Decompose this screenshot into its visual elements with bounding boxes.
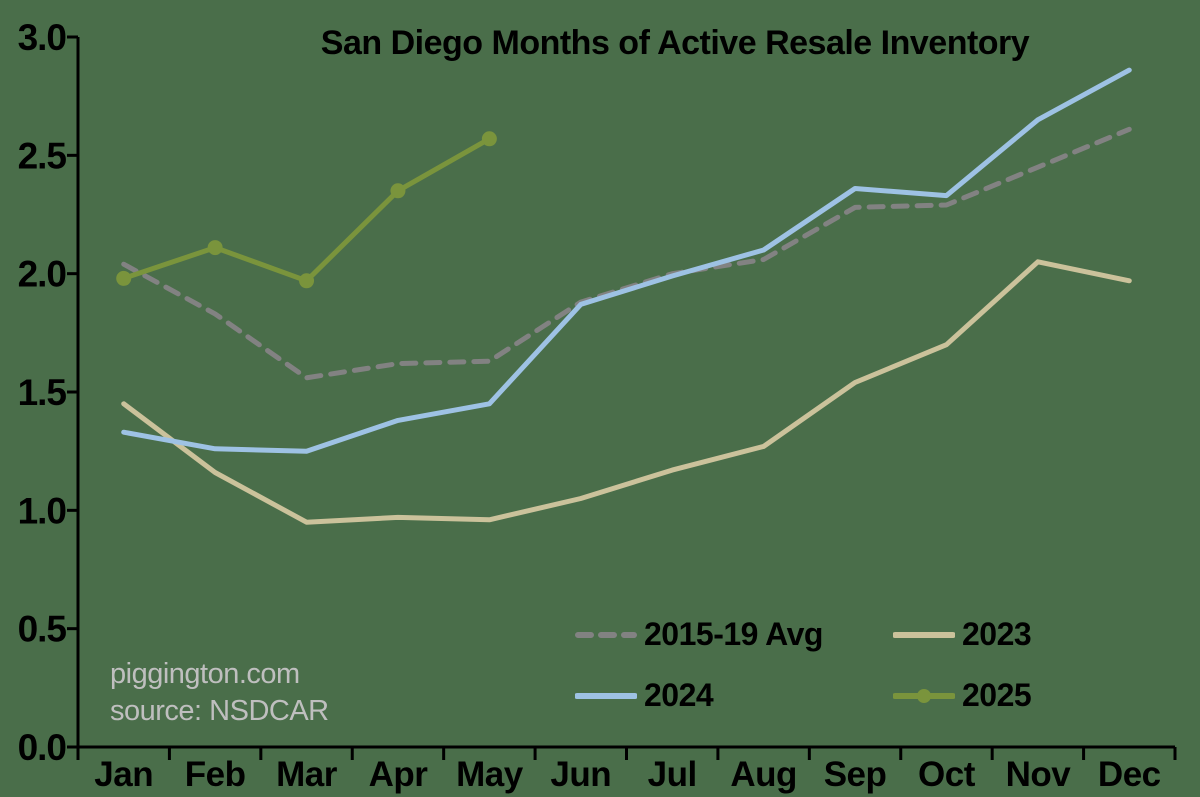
watermark: piggington.com source: NSDCAR — [110, 656, 329, 730]
series-line-2023 — [121, 259, 1132, 525]
x-tick-label: Mar — [276, 755, 338, 794]
x-tick-label: Sep — [824, 755, 887, 794]
x-tick-label: Apr — [369, 755, 429, 794]
x-tick-label: Dec — [1098, 755, 1161, 794]
legend-swatch-marker-line — [893, 688, 955, 703]
y-tick-label: 0.0 — [18, 727, 67, 768]
legend: 2015-19 Avg 2023 2024 2025 — [575, 616, 1183, 714]
legend-label: 2023 — [962, 616, 1032, 652]
series-line-2024 — [121, 67, 1132, 454]
x-tick-label: Jun — [550, 755, 611, 794]
watermark-source: source: NSDCAR — [110, 695, 329, 727]
legend-label: 2024 — [644, 677, 714, 713]
series-marker-2025 — [390, 183, 406, 199]
y-tick-label: 1.0 — [18, 490, 67, 531]
watermark-site: piggington.com — [110, 658, 300, 690]
series-marker-2025 — [116, 270, 132, 286]
legend-item-2023: 2023 — [893, 616, 1183, 653]
legend-label: 2025 — [962, 677, 1032, 713]
chart-title: San Diego Months of Active Resale Invent… — [320, 24, 1030, 62]
y-tick-label: 1.5 — [18, 372, 67, 413]
series-marker-2025 — [299, 273, 315, 289]
y-tick-label: 2.5 — [18, 135, 67, 176]
legend-item-2025: 2025 — [893, 677, 1183, 714]
x-tick-label: Oct — [918, 755, 976, 794]
legend-swatch-dashed-line — [575, 631, 637, 638]
legend-label: 2015-19 Avg — [644, 616, 823, 652]
y-tick-label: 2.0 — [18, 254, 67, 295]
legend-swatch-solid-line — [575, 692, 637, 699]
series-marker-2025 — [481, 131, 497, 147]
legend-swatch-solid-line — [893, 631, 955, 638]
x-tick-label: May — [456, 755, 524, 794]
x-tick-label: Aug — [730, 755, 797, 794]
x-tick-label: Jan — [94, 755, 153, 794]
x-tick-label: Jul — [648, 755, 697, 794]
x-tick-label: Feb — [185, 755, 246, 794]
y-tick-label: 3.0 — [18, 17, 67, 58]
legend-item-2024: 2024 — [575, 677, 893, 714]
series-line-2025 — [121, 136, 492, 284]
x-tick-label: Nov — [1006, 755, 1072, 794]
legend-item-2015-19-avg: 2015-19 Avg — [575, 616, 893, 653]
y-tick-label: 0.5 — [18, 609, 67, 650]
series-marker-2025 — [207, 240, 223, 256]
